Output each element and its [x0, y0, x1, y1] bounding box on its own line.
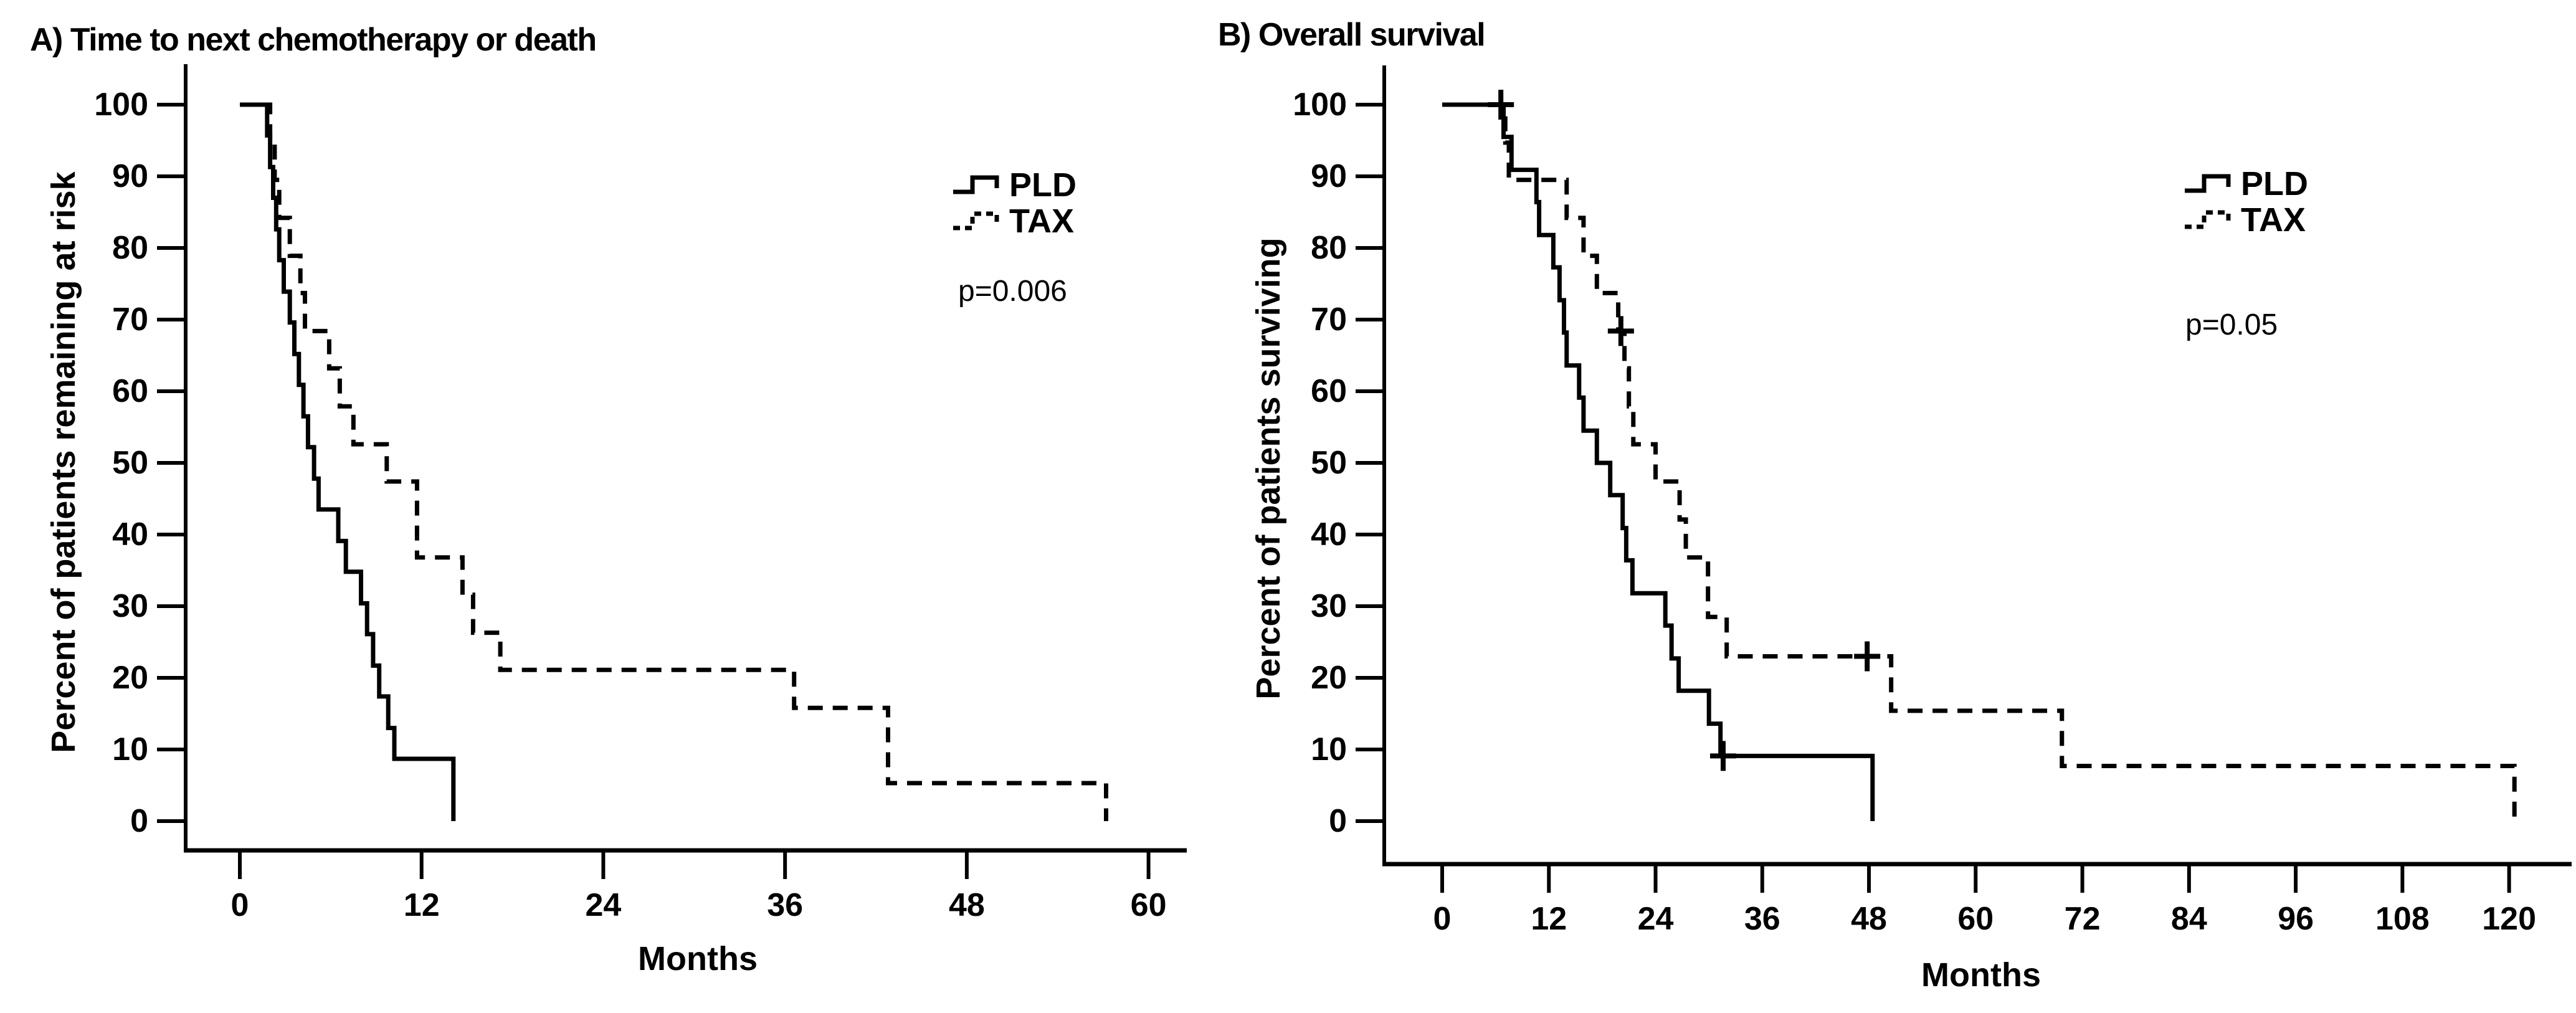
panel-a-legend-item-tax: TAX: [952, 202, 1077, 240]
panel-b-y-tick-label: 0: [1329, 803, 1347, 839]
panel-b-x-tick-label: 24: [1638, 901, 1674, 937]
panel-b-x-tick-label: 0: [1433, 901, 1452, 937]
panel-a-x-tick-label: 12: [404, 887, 440, 923]
pld-solid-key-icon: [2185, 174, 2231, 193]
panel-b-y-tick-label: 100: [1293, 87, 1347, 123]
panel-b-pld-curve: [1442, 102, 1875, 821]
panel-b-title: B) Overall survival: [1218, 17, 1486, 53]
panel-b-y-tick-label: 80: [1311, 230, 1347, 266]
panel-a-y-tick-label: 0: [130, 803, 148, 839]
panel-b-y-axis-title: Percent of patients surviving: [1250, 237, 1287, 700]
panel-b-y-tick-label: 50: [1311, 445, 1347, 481]
panel-a-x-tick-label: 60: [1131, 887, 1167, 923]
panel-a-y-axis-title: Percent of patients remaining at risk: [45, 171, 82, 753]
panel-a-tax-curve: [240, 102, 1108, 821]
panel-b-legend-item-tax: TAX: [2184, 201, 2308, 239]
panel-b-y-tick-label: 70: [1311, 302, 1347, 338]
panel-a-legend: PLD TAX: [952, 166, 1077, 240]
panel-a-x-tick-label: 24: [586, 887, 622, 923]
panel-b-y-tick-label: 60: [1311, 373, 1347, 409]
panel-b-y-tick-label: 30: [1311, 588, 1347, 624]
panel-b-legend-item-pld: PLD: [2184, 165, 2308, 202]
panel-a-y-tick-label: 80: [112, 230, 148, 266]
panel-b-legend-label-pld: PLD: [2241, 165, 2308, 202]
tax-dashed-key-icon: [953, 211, 999, 231]
panel-a-y-tick-label: 90: [112, 158, 148, 194]
panel-b-legend-label-tax: TAX: [2241, 201, 2306, 239]
panel-b-y-tick-label: 40: [1311, 516, 1347, 553]
panel-a-p-value: p=0.006: [958, 275, 1067, 308]
panel-b-tax-censor-mark: [1607, 316, 1634, 346]
panel-a-y-tick-label: 50: [112, 445, 148, 481]
panel-b-x-axis-title: Months: [1921, 956, 2041, 994]
pld-solid-key-icon: [953, 175, 999, 194]
panel-a-legend-item-pld: PLD: [952, 166, 1077, 204]
panel-b-tax-censor-mark: [1854, 641, 1881, 672]
tax-dashed-key-icon: [2185, 210, 2231, 229]
panel-a-y-tick-label: 40: [112, 516, 148, 553]
panel-a-y-tick-label: 100: [94, 87, 148, 123]
panel-b-x-tick-label: 36: [1744, 901, 1780, 937]
panel-b-y-tick-label: 20: [1311, 660, 1347, 696]
panel-b-x-tick-label: 84: [2171, 901, 2207, 937]
panel-a-y-tick-label: 60: [112, 373, 148, 409]
panel-a-y-tick-label: 10: [112, 731, 148, 768]
panel-a-x-tick-label: 48: [949, 887, 985, 923]
panel-a-pld-curve: [240, 102, 456, 821]
panel-b-x-tick-label: 108: [2375, 901, 2430, 937]
panel-a-x-tick-label: 36: [767, 887, 803, 923]
panel-b-pld-censor-mark: [1709, 741, 1736, 771]
panel-b-tax-curve: [1442, 102, 2517, 821]
panel-a-y-tick-label: 20: [112, 660, 148, 696]
panel-b-x-tick-label: 12: [1531, 901, 1567, 937]
panel-a-x-axis-title: Months: [638, 940, 758, 977]
panel-a-legend-label-pld: PLD: [1009, 166, 1077, 204]
panel-b-x-tick-label: 96: [2278, 901, 2314, 937]
panel-b-x-tick-label: 72: [2065, 901, 2101, 937]
panel-a-y-tick-label: 30: [112, 588, 148, 624]
panel-b-p-value: p=0.05: [2185, 308, 2278, 341]
panel-b-x-tick-label: 60: [1957, 901, 1994, 937]
panel-b-y-tick-label: 90: [1311, 158, 1347, 194]
panel-b-legend: PLD TAX: [2184, 165, 2308, 239]
panel-b-y-tick-label: 10: [1311, 731, 1347, 768]
panel-a-title: A) Time to next chemotherapy or death: [30, 22, 597, 58]
panel-a-y-tick-label: 70: [112, 302, 148, 338]
panel-a-legend-label-tax: TAX: [1009, 202, 1074, 240]
panel-b-x-tick-label: 120: [2482, 901, 2536, 937]
panel-b-x-tick-label: 48: [1851, 901, 1887, 937]
panel-a-x-tick-label: 0: [231, 887, 249, 923]
